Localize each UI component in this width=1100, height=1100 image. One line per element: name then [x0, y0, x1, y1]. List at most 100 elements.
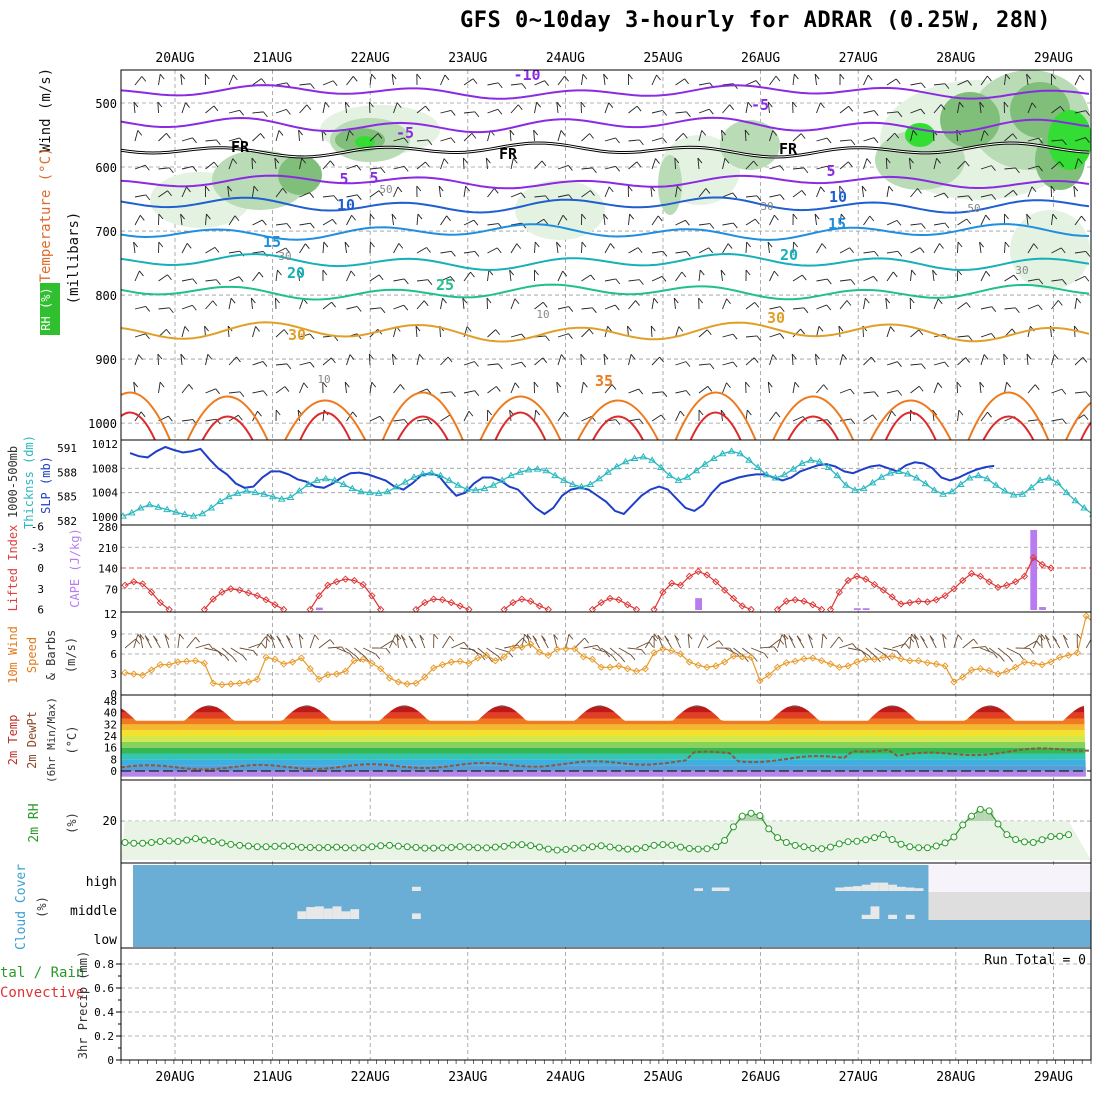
rh2m-point — [615, 844, 623, 852]
temp-tick-label: 40 — [104, 707, 117, 720]
upper-wind-barb — [440, 158, 445, 170]
upper-wind-barb — [557, 165, 569, 170]
surface-wind-barb — [641, 649, 646, 655]
upper-wind-barb — [823, 384, 828, 390]
upper-wind-barb — [369, 167, 381, 170]
rh2m-point — [791, 841, 799, 849]
upper-wind-barb — [826, 304, 832, 311]
rh2m-point — [174, 838, 182, 845]
surface-wind-barb — [568, 634, 574, 640]
upper-wind-barb — [562, 270, 568, 277]
thickness-point — [780, 470, 789, 478]
surface-wind-barb — [838, 636, 844, 643]
upper-wind-barb — [344, 381, 350, 388]
upper-wind-barb — [1051, 279, 1063, 282]
upper-wind-barb — [299, 361, 311, 366]
upper-wind-barb — [769, 270, 775, 282]
upper-wind-barb — [697, 157, 703, 164]
date-label-top: 24AUG — [546, 51, 585, 66]
upper-wind-barb — [675, 111, 687, 114]
rh2m-point — [403, 843, 411, 851]
upper-wind-barb — [722, 243, 729, 254]
wind-speed-point — [756, 677, 764, 685]
upper-wind-barb — [839, 388, 851, 394]
isotherm-label: 30 — [288, 326, 306, 344]
upper-wind-barb — [1074, 250, 1086, 254]
upper-wind-barb — [158, 307, 170, 310]
upper-wind-barb — [463, 78, 474, 86]
upper-wind-barb — [604, 304, 616, 310]
upper-wind-barb — [957, 241, 963, 248]
upper-wind-barb — [675, 250, 687, 254]
rh2m-point — [826, 843, 834, 851]
upper-wind-barb — [450, 137, 456, 144]
upper-wind-barb — [403, 278, 409, 285]
upper-wind-barb — [991, 194, 997, 200]
upper-wind-barb — [745, 302, 756, 310]
upper-wind-barb — [485, 158, 488, 170]
upper-wind-barb — [727, 243, 733, 249]
thickness-point — [383, 487, 392, 495]
upper-wind-barb — [299, 333, 311, 338]
wind-tick-label: 12 — [104, 608, 117, 621]
isotherm-30 — [121, 321, 1090, 343]
cloud-high-cell — [861, 884, 871, 891]
upper-wind-barb — [753, 357, 759, 363]
rh2m-point — [738, 812, 746, 820]
upper-wind-barb — [792, 241, 795, 254]
surface-wind-barb — [486, 647, 499, 657]
date-label-bottom: 23AUG — [448, 1070, 487, 1085]
lifted-index-point — [606, 594, 614, 603]
upper-wind-barb — [257, 410, 262, 417]
upper-wind-barb — [863, 391, 875, 394]
wind-speed-point — [465, 659, 473, 667]
rh2m-point — [844, 838, 852, 846]
rh2m-point — [668, 841, 676, 849]
date-label-bottom: 20AUG — [155, 1070, 194, 1085]
upper-wind-barb — [487, 188, 495, 198]
surface-wind-barb — [139, 634, 144, 649]
upper-wind-barb — [228, 137, 240, 142]
rh2m-point — [959, 821, 967, 829]
upper-wind-barb — [745, 218, 756, 226]
upper-wind-barb — [1051, 139, 1063, 142]
upper-wind-barb — [1060, 247, 1066, 254]
upper-wind-barb — [298, 129, 300, 142]
upper-wind-barb — [498, 363, 503, 370]
surface-wind-barb — [1032, 635, 1040, 649]
upper-wind-barb — [557, 75, 565, 86]
upper-wind-barb — [675, 271, 683, 282]
upper-wind-barb — [181, 304, 193, 310]
upper-wind-barb — [236, 356, 241, 363]
upper-wind-barb — [639, 279, 644, 285]
wind-speed-point — [368, 659, 376, 667]
upper-wind-barb — [1085, 137, 1090, 143]
upper-wind-barb — [957, 335, 969, 338]
upper-wind-barb — [744, 129, 747, 142]
isotherm-35-dome — [967, 391, 1050, 440]
cloud-level-label: middle — [70, 904, 117, 919]
rh2m-peak-fill — [984, 810, 994, 822]
thickness-tick-label: 588 — [57, 466, 77, 479]
upper-wind-barb — [228, 250, 240, 254]
upper-wind-barb — [863, 74, 869, 86]
upper-wind-barb — [909, 157, 914, 164]
wind-speed-point — [280, 660, 288, 668]
upper-wind-barb — [1004, 167, 1016, 170]
isotherm-35-dome — [674, 391, 757, 440]
wind-speed-point — [703, 663, 711, 671]
isotherm-label: FR — [499, 145, 518, 163]
upper-wind-barb — [181, 278, 193, 282]
upper-wind-barb — [228, 356, 237, 366]
rh2m-point — [421, 844, 429, 852]
wind-speed-point — [271, 655, 279, 663]
upper-wind-barb — [615, 419, 621, 425]
upper-wind-barb — [603, 213, 608, 220]
upper-wind-barb — [864, 297, 870, 304]
precip-tick-label: 0.6 — [94, 982, 114, 995]
thickness-point — [965, 474, 974, 481]
wind-tick-label: 0 — [110, 688, 117, 701]
wind-speed-point — [138, 671, 147, 679]
upper-wind-barb — [685, 220, 690, 226]
wind-speed-point — [174, 658, 182, 666]
